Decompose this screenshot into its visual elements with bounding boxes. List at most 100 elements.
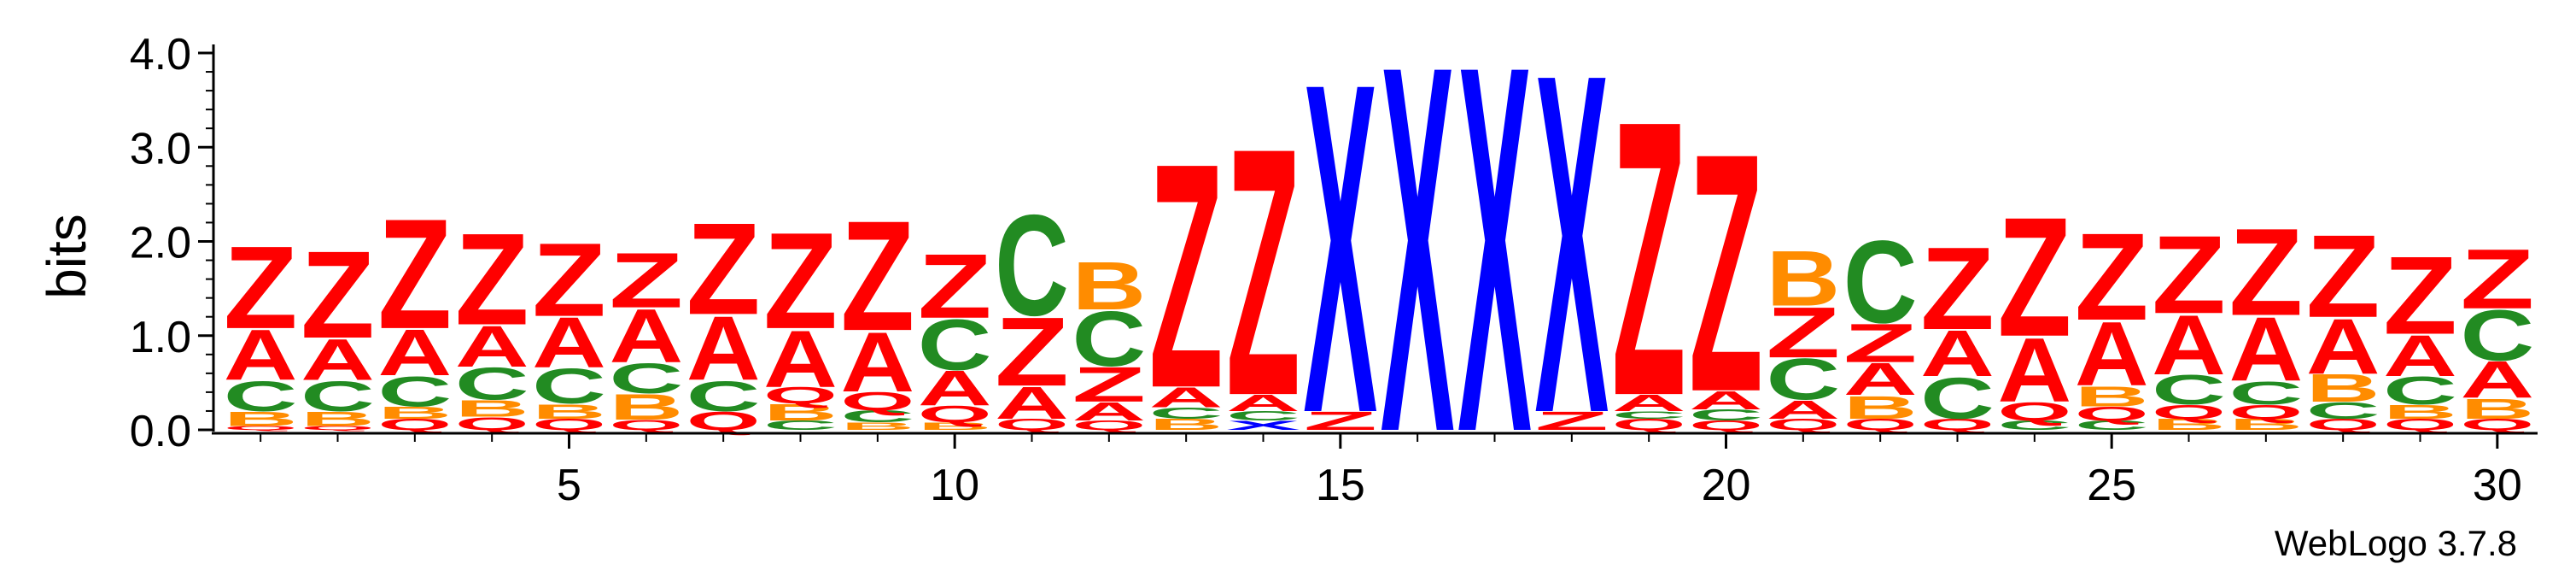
letter-q-pos-7: Q (686, 407, 761, 436)
letter-a-pos-12: A (1072, 397, 1146, 426)
letter-a-pos-30: A (2460, 351, 2534, 409)
letter-q-pos-26: Q (2152, 401, 2226, 423)
letter-z-pos-19: Z (1612, 39, 1686, 478)
letter-q-pos-29: Q (2383, 415, 2457, 432)
y-axis-label: bits (36, 214, 97, 299)
letter-z-pos-27: Z (2228, 203, 2303, 342)
letter-q-pos-2: Q (301, 425, 375, 431)
letter-z-pos-15: Z (1303, 406, 1377, 435)
letter-q-pos-20: Q (1689, 418, 1763, 432)
letter-z-pos-29: Z (2383, 233, 2457, 357)
letter-b-pos-8: B (763, 399, 838, 426)
letter-q-pos-4: Q (455, 414, 529, 434)
letter-q-pos-10: Q (918, 402, 992, 428)
letter-q-pos-6: Q (609, 417, 683, 433)
letter-q-pos-5: Q (532, 415, 606, 432)
letter-b-pos-22: B (1843, 389, 1918, 426)
axes: 0.0 1.0 2.0 3.0 4.0 5 10 15 20 25 30 (130, 30, 2538, 510)
weblogo-version-label: WebLogo 3.7.8 (2275, 523, 2517, 563)
letter-a-pos-19: A (1612, 390, 1686, 416)
letter-z-pos-5: Z (532, 222, 606, 339)
x-tick-label: 25 (2087, 461, 2136, 510)
letter-q-pos-19: Q (1612, 415, 1686, 432)
letter-x-pos-17: X (1457, 0, 1532, 541)
letter-a-pos-29: A (2383, 323, 2457, 389)
letter-b-pos-21: B (1766, 234, 1840, 322)
letter-z-pos-22: Z (1843, 313, 1918, 374)
letter-z-pos-25: Z (2075, 208, 2149, 346)
letter-z-pos-12: Z (1072, 356, 1146, 412)
position-stack-17: X (1457, 0, 1532, 541)
letter-c-pos-24: C (1997, 418, 2071, 432)
letter-c-pos-2: C (301, 372, 375, 420)
letter-z-pos-11: Z (995, 297, 1069, 407)
letter-z-pos-4: Z (455, 207, 529, 353)
letter-q-pos-25: Q (2075, 403, 2149, 425)
letter-q-pos-22: Q (1843, 415, 1918, 432)
letter-a-pos-11: A (995, 377, 1069, 428)
letter-b-pos-4: B (455, 396, 529, 422)
x-tick-label: 20 (1702, 461, 1751, 510)
letter-z-pos-30: Z (2460, 232, 2534, 326)
letter-a-pos-14: A (1226, 390, 1300, 416)
letter-a-pos-27: A (2228, 299, 2303, 402)
letter-b-pos-30: B (2460, 392, 2534, 425)
x-tick-label: 10 (930, 461, 979, 510)
letter-z-pos-7: Z (686, 196, 761, 342)
letter-b-pos-5: B (532, 400, 606, 423)
letter-a-pos-8: A (763, 313, 838, 403)
letter-a-pos-28: A (2306, 302, 2380, 390)
letter-a-pos-25: A (2075, 303, 2149, 406)
letter-a-pos-13: A (1149, 381, 1224, 414)
x-tick-label: 5 (557, 461, 581, 510)
letter-a-pos-26: A (2152, 298, 2226, 393)
letter-c-pos-8: C (763, 418, 838, 432)
letter-z-pos-8: Z (763, 205, 838, 358)
letter-a-pos-23: A (1920, 318, 1995, 391)
letter-a-pos-7: A (686, 298, 761, 401)
letter-b-pos-29: B (2383, 401, 2457, 423)
letter-q-pos-12: Q (1072, 418, 1146, 432)
position-stack-15: ZX (1303, 0, 1377, 511)
letter-c-pos-13: C (1149, 404, 1224, 422)
letter-b-pos-1: B (224, 408, 298, 431)
letter-c-pos-21: C (1766, 346, 1840, 412)
letter-a-pos-20: A (1689, 385, 1763, 414)
letter-z-pos-2: Z (301, 226, 375, 364)
letter-c-pos-11: C (995, 185, 1069, 345)
letter-c-pos-14: C (1226, 408, 1300, 423)
letter-b-pos-6: B (609, 386, 683, 427)
letter-c-pos-5: C (532, 359, 606, 414)
letter-a-pos-24: A (1997, 320, 2071, 422)
letter-a-pos-2: A (301, 326, 375, 392)
letter-b-pos-27: B (2228, 416, 2303, 434)
letter-c-pos-23: C (1920, 365, 1995, 431)
y-tick-label: 4.0 (130, 30, 191, 79)
letter-c-pos-1: C (224, 372, 298, 420)
letter-b-pos-3: B (377, 403, 452, 422)
letter-b-pos-2: B (301, 408, 375, 431)
y-tick-label: 3.0 (130, 124, 191, 173)
letter-a-pos-9: A (840, 314, 914, 409)
letter-q-pos-23: Q (1920, 415, 1995, 432)
letter-c-pos-29: C (2383, 369, 2457, 413)
letter-z-pos-6: Z (609, 237, 683, 324)
position-stack-16: X (1381, 0, 1455, 541)
letter-a-pos-1: A (224, 314, 298, 395)
